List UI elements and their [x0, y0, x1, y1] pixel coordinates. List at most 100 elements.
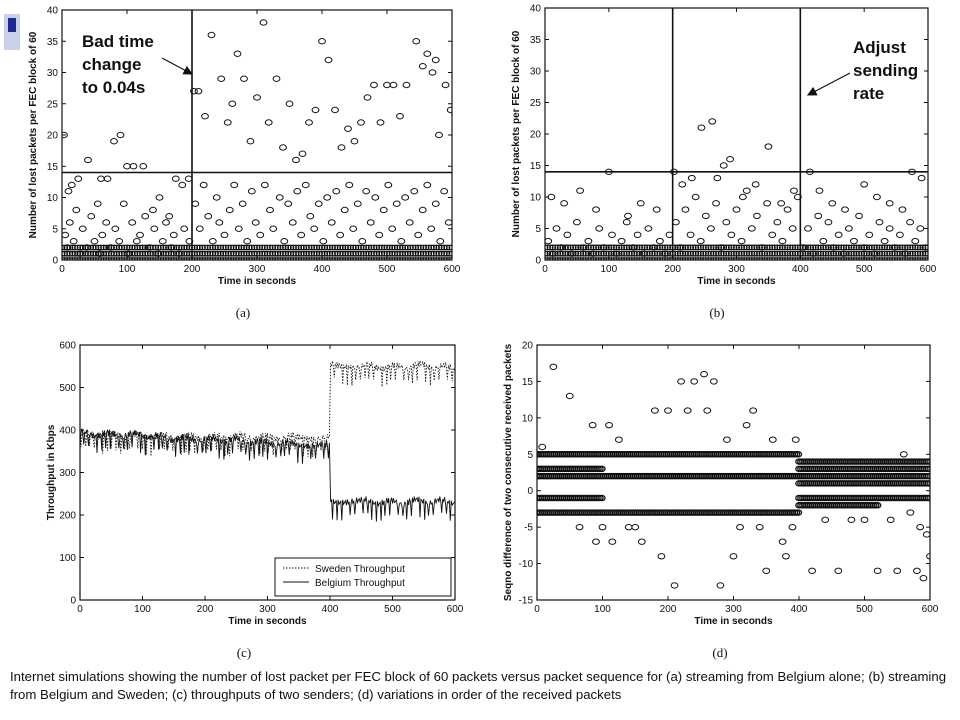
data-point [347, 250, 355, 257]
data-point [689, 244, 697, 251]
x-tick-label-b: 400 [792, 264, 809, 275]
data-point [154, 257, 162, 260]
data-point [614, 436, 623, 443]
data-point [551, 257, 559, 260]
data-point [311, 106, 320, 114]
data-point [806, 168, 814, 176]
data-point [554, 250, 562, 257]
data-point [357, 244, 365, 251]
data-point [300, 244, 308, 251]
x-tick-label-d: 200 [660, 604, 677, 615]
data-point [783, 206, 792, 213]
data-point [633, 250, 641, 257]
data-point [219, 257, 227, 260]
data-point [641, 244, 649, 251]
data-point [778, 237, 787, 245]
data-point [282, 250, 290, 257]
data-point [412, 244, 420, 251]
annotation-adjust-sending-rate: Adjust sending rate [853, 38, 919, 103]
data-point [607, 250, 615, 257]
data-point [375, 244, 383, 251]
data-point [878, 250, 886, 257]
data-point [144, 257, 152, 260]
x-tick-label-b: 600 [920, 264, 937, 275]
data-point [165, 213, 174, 220]
data-point [605, 421, 613, 429]
data-point [331, 106, 339, 114]
data-point [726, 156, 735, 163]
data-point [362, 250, 370, 257]
data-point [256, 257, 264, 260]
data-point [128, 250, 136, 257]
data-point [276, 250, 284, 257]
data-point [92, 244, 100, 251]
data-point [245, 244, 253, 251]
data-point [750, 257, 758, 260]
x-tick-label-d: 400 [791, 604, 808, 615]
data-point [225, 206, 234, 214]
data-point [284, 200, 293, 207]
data-point [204, 250, 212, 257]
data-point [888, 257, 896, 260]
x-tick-label-a: 200 [184, 264, 201, 275]
data-point [222, 244, 230, 251]
data-point [71, 257, 79, 260]
data-point [79, 257, 87, 260]
data-point [178, 257, 186, 260]
data-point [347, 244, 355, 251]
data-point [386, 250, 394, 257]
data-point [68, 250, 76, 257]
data-point [360, 244, 368, 251]
data-point [211, 257, 219, 260]
data-point [584, 237, 593, 245]
data-point [217, 257, 225, 260]
data-point [396, 244, 404, 251]
data-point [742, 187, 751, 194]
data-point [280, 238, 289, 245]
data-point [71, 244, 79, 251]
data-point [896, 250, 904, 257]
data-point [211, 244, 219, 251]
data-point [271, 257, 279, 260]
data-point [697, 124, 706, 131]
data-point [435, 257, 443, 260]
y-tick-label-c: 500 [59, 383, 76, 394]
data-point [893, 257, 901, 260]
data-point [747, 225, 756, 232]
data-point [799, 257, 807, 260]
data-point [633, 231, 642, 239]
data-point [896, 231, 904, 239]
data-point [917, 174, 926, 182]
data-point [352, 257, 360, 260]
slide-corner-mark [4, 14, 20, 50]
data-point [564, 257, 572, 260]
data-point [788, 523, 797, 531]
data-point [704, 250, 712, 257]
data-point [898, 257, 906, 260]
data-point [74, 244, 82, 251]
data-point [842, 257, 850, 260]
data-point [740, 257, 748, 260]
data-point [65, 219, 74, 226]
data-point [102, 257, 110, 260]
data-point [113, 244, 121, 251]
data-point [393, 244, 401, 251]
data-point [357, 119, 365, 126]
data-point [697, 244, 705, 251]
data-point [310, 225, 319, 232]
data-point [768, 436, 777, 443]
data-point [669, 257, 677, 260]
data-point [445, 244, 452, 251]
data-point [671, 250, 679, 257]
data-point [579, 250, 587, 257]
data-point [768, 244, 776, 251]
data-point [438, 257, 446, 260]
data-point [789, 257, 797, 260]
x-tick-label-a: 400 [314, 264, 331, 275]
data-point [419, 257, 427, 260]
data-point [733, 244, 740, 251]
data-point [761, 257, 769, 260]
data-point [167, 257, 175, 260]
data-point [217, 75, 226, 82]
data-point [365, 250, 373, 257]
